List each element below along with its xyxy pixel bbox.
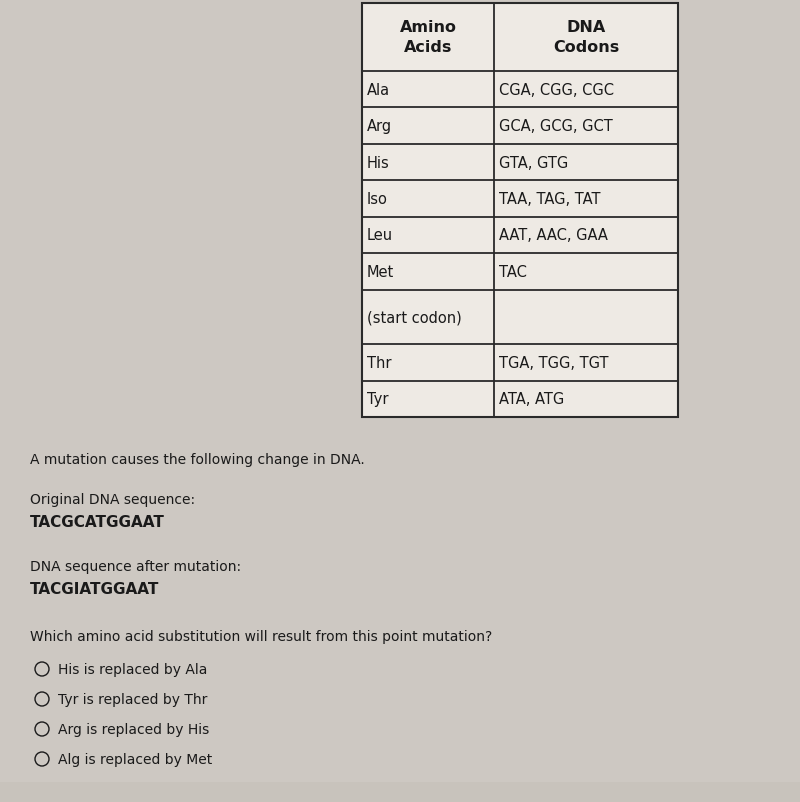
Text: Amino: Amino xyxy=(399,21,457,35)
Text: Thr: Thr xyxy=(367,355,391,371)
Text: His: His xyxy=(367,156,390,170)
Text: TACGCATGGAAT: TACGCATGGAAT xyxy=(30,514,165,529)
Text: TGA, TGG, TGT: TGA, TGG, TGT xyxy=(499,355,609,371)
Text: GCA, GCG, GCT: GCA, GCG, GCT xyxy=(499,119,613,134)
Text: AAT, AAC, GAA: AAT, AAC, GAA xyxy=(499,228,608,243)
Text: Which amino acid substitution will result from this point mutation?: Which amino acid substitution will resul… xyxy=(30,630,492,643)
Text: A mutation causes the following change in DNA.: A mutation causes the following change i… xyxy=(30,452,365,467)
Text: Codons: Codons xyxy=(553,40,619,55)
Text: His is replaced by Ala: His is replaced by Ala xyxy=(58,662,207,676)
Text: DNA: DNA xyxy=(566,21,606,35)
Bar xyxy=(362,4,678,418)
Text: Leu: Leu xyxy=(367,228,393,243)
Text: CGA, CGG, CGC: CGA, CGG, CGC xyxy=(499,83,614,98)
Text: Alg is replaced by Met: Alg is replaced by Met xyxy=(58,752,212,766)
Text: TAC: TAC xyxy=(499,265,527,279)
Text: Tyr is replaced by Thr: Tyr is replaced by Thr xyxy=(58,692,207,706)
Text: (start codon): (start codon) xyxy=(367,310,462,325)
Text: Met: Met xyxy=(367,265,394,279)
Text: TAA, TAG, TAT: TAA, TAG, TAT xyxy=(499,192,601,207)
Text: Ala: Ala xyxy=(367,83,390,98)
Text: Iso: Iso xyxy=(367,192,388,207)
Text: Acids: Acids xyxy=(404,40,452,55)
Text: TACGIATGGAAT: TACGIATGGAAT xyxy=(30,581,159,596)
Text: GTA, GTG: GTA, GTG xyxy=(499,156,568,170)
Bar xyxy=(0,782,800,802)
Text: DNA sequence after mutation:: DNA sequence after mutation: xyxy=(30,559,241,573)
Text: Original DNA sequence:: Original DNA sequence: xyxy=(30,492,195,506)
Text: Arg: Arg xyxy=(367,119,392,134)
Text: Tyr: Tyr xyxy=(367,392,389,407)
Text: Arg is replaced by His: Arg is replaced by His xyxy=(58,722,210,736)
Text: ATA, ATG: ATA, ATG xyxy=(499,392,564,407)
